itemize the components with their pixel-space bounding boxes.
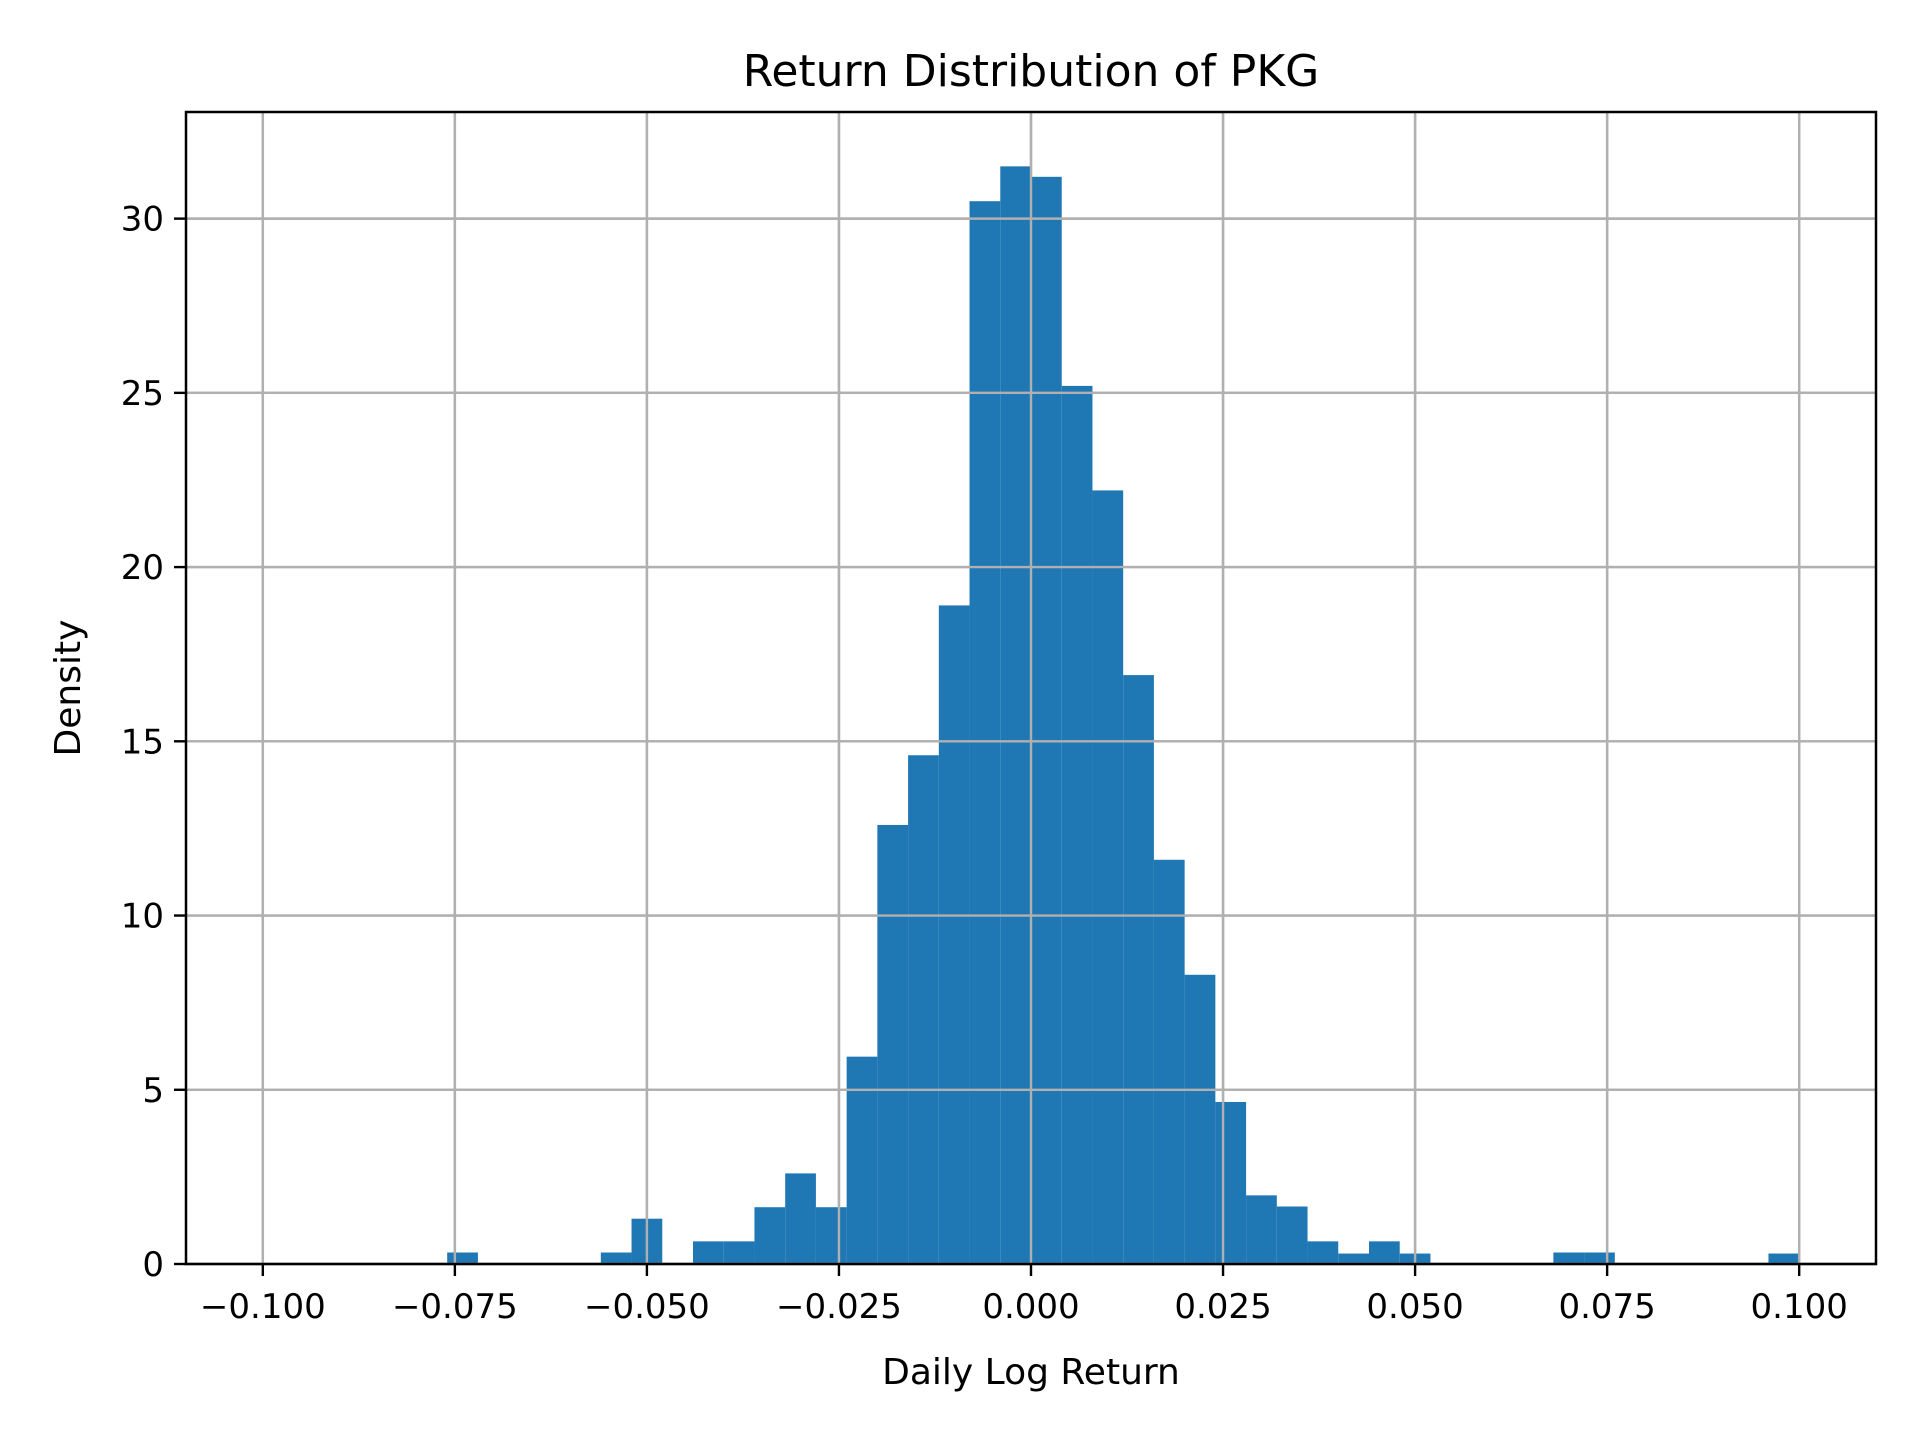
x-tick-label: 0.000 — [982, 1287, 1079, 1327]
histogram-bar — [908, 755, 939, 1264]
gridlines-overlay — [186, 112, 1876, 1266]
histogram-bar — [1031, 176, 1062, 1264]
histogram-bar — [1369, 1241, 1400, 1264]
histogram-bar — [846, 1056, 878, 1264]
x-tick-label: −0.100 — [200, 1287, 326, 1327]
histogram-bar — [969, 201, 1001, 1264]
x-tick-label: 0.025 — [1174, 1287, 1271, 1327]
y-axis-ticks: 0 5 10 15 20 25 30 — [121, 200, 186, 1285]
histogram-bar — [1338, 1253, 1369, 1264]
histogram-bar — [1584, 1252, 1615, 1264]
x-tick-label: 0.050 — [1366, 1287, 1463, 1327]
histogram-bar — [1307, 1241, 1339, 1264]
histogram-bar — [1153, 859, 1185, 1264]
chart-title: Return Distribution of PKG — [743, 46, 1320, 97]
y-tick-label: 5 — [142, 1071, 164, 1111]
y-axis-label: Density — [48, 620, 89, 757]
x-axis-ticks: −0.100 −0.075 −0.050 −0.025 0.000 0.025 0.050 0… — [200, 1264, 1848, 1327]
histogram-bar — [1061, 385, 1093, 1265]
histogram-bar — [754, 1207, 786, 1264]
histogram-bar — [785, 1173, 816, 1264]
histogram-bar — [1184, 974, 1216, 1264]
histogram-bar — [723, 1241, 755, 1264]
x-tick-label: 0.100 — [1751, 1287, 1848, 1327]
histogram-bar — [938, 605, 970, 1264]
x-tick-label: −0.025 — [776, 1287, 902, 1327]
x-tick-label: 0.075 — [1558, 1287, 1655, 1327]
histogram-bar — [447, 1252, 478, 1264]
histogram-bar — [1215, 1101, 1247, 1264]
histogram-bar — [1276, 1206, 1308, 1264]
histogram-bar — [1768, 1253, 1800, 1264]
y-tick-label: 30 — [121, 200, 164, 240]
x-tick-label: −0.075 — [392, 1287, 518, 1327]
x-tick-label: −0.050 — [584, 1287, 710, 1327]
y-tick-label: 10 — [121, 897, 164, 937]
y-tick-label: 25 — [121, 374, 164, 414]
histogram-bar — [1000, 166, 1031, 1264]
histogram-bar — [1092, 490, 1124, 1264]
histogram-bar — [600, 1252, 632, 1264]
histogram-bar — [815, 1207, 847, 1264]
histogram-bar — [1246, 1195, 1277, 1264]
x-axis-label: Daily Log Return — [882, 1352, 1180, 1393]
histogram-bar — [1553, 1252, 1585, 1264]
y-tick-label: 15 — [121, 722, 164, 762]
histogram-bars — [447, 166, 1800, 1265]
histogram-bar — [877, 824, 909, 1264]
y-tick-label: 20 — [121, 548, 164, 588]
y-tick-label: 0 — [142, 1245, 164, 1285]
histogram-bar — [1123, 675, 1154, 1264]
histogram-bar — [693, 1241, 724, 1264]
